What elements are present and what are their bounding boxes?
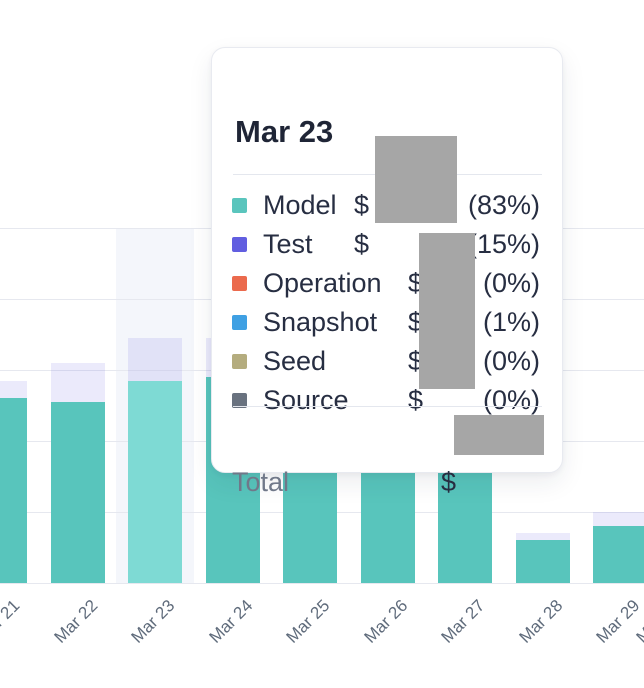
x-axis-label: Mar 25 [282,596,334,647]
bar-model-mar-28[interactable] [515,540,570,583]
category-label: Model [263,190,337,220]
category-label: Source [263,385,349,415]
bar-model-mar-21[interactable] [0,398,27,583]
bar-test-mar-22[interactable] [50,362,105,402]
tooltip-divider [233,406,542,407]
x-axis-label: Mar 28 [515,596,566,647]
redaction-box [375,136,457,223]
tooltip-row-source: Source $ (0%) [212,381,562,420]
bar-test-mar-23[interactable] [128,338,182,381]
tooltip-row-model: Model $ (83%) [212,186,562,225]
category-percent: (0%) [482,268,540,298]
redaction-box [419,233,475,389]
x-axis-label: Mar 29 [592,596,644,647]
bar-model-mar-29[interactable] [593,526,644,583]
category-percent: (1%) [482,307,540,337]
value-currency: $ [354,190,370,220]
total-currency: $ [441,467,457,497]
x-axis-label: Mar 22 [50,596,101,647]
value-currency: $ [354,229,370,259]
tooltip-total-row: Total $ [212,462,562,502]
model-swatch-icon [232,198,247,213]
tooltip-row-snapshot: Snapshot $ (1%) [212,303,562,342]
tooltip-legend-rows: Model $ (83%) Test $ (15%) Operation $ (0%) Snaps… [212,186,562,420]
tooltip-row-operation: Operation $ (0%) [212,264,562,303]
source-swatch-icon [232,393,247,408]
seed-swatch-icon [232,354,247,369]
category-label: Snapshot [263,307,378,337]
x-axis-label: Mar 26 [360,596,411,647]
category-percent: (0%) [482,385,540,415]
chart-tooltip: Mar 23 Model $ (83%) Test $ (15%) Operation $ (0… [211,47,563,497]
operation-swatch-icon [232,276,247,291]
x-axis-label: Mar 21 [0,596,24,647]
category-percent: (0%) [482,346,540,376]
category-label: Operation [263,268,382,298]
x-axis-label: Mar 27 [437,596,489,647]
bar-model-mar-22[interactable] [50,401,105,583]
total-label: Total [232,467,290,497]
bar-test-mar-28[interactable] [515,533,570,541]
category-percent: (15%) [467,229,540,259]
category-label: Test [263,229,313,259]
tooltip-title: Mar 23 [235,114,334,149]
test-swatch-icon [232,237,247,252]
category-label: Seed [263,346,327,376]
bar-test-mar-29[interactable] [593,512,644,527]
bar-test-mar-21[interactable] [0,380,27,399]
tooltip-row-test: Test $ (15%) [212,225,562,264]
x-axis-label: Mar 24 [205,596,256,647]
x-axis-label: Mar 23 [127,596,179,647]
category-percent: (83%) [467,190,540,220]
tooltip-row-seed: Seed $ (0%) [212,342,562,381]
snapshot-swatch-icon [232,315,247,330]
gridline [0,583,644,584]
value-currency: $ [408,385,424,415]
bar-model-mar-23[interactable] [128,380,182,583]
redaction-box [454,415,544,455]
